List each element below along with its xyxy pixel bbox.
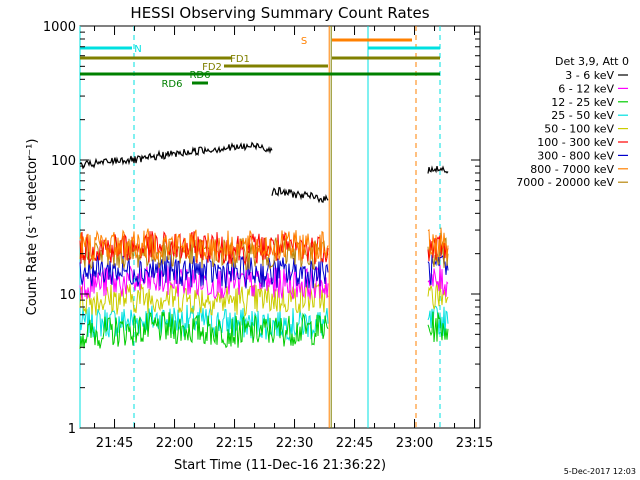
y-axis: 1 10 100 1000 bbox=[43, 20, 480, 437]
y-axis-label: Count Rate (s⁻¹ detector⁻¹) bbox=[25, 139, 40, 316]
legend-label-0: 3 - 6 keV bbox=[565, 69, 614, 82]
legend-label-8: 7000 - 20000 keV bbox=[516, 176, 614, 189]
legend-title: Det 3,9, Att 0 bbox=[555, 55, 629, 68]
series-4-trace-1 bbox=[427, 281, 449, 310]
instrument-markers bbox=[79, 26, 441, 428]
legend-label-1: 6 - 12 keV bbox=[558, 82, 614, 95]
series-7-trace-0 bbox=[79, 228, 329, 264]
x-tick-label: 22:15 bbox=[216, 436, 253, 451]
x-tick-label: 22:00 bbox=[156, 436, 193, 451]
x-tick-label: 21:45 bbox=[96, 436, 133, 451]
series-0-trace-1 bbox=[271, 187, 329, 204]
series-6-trace-1 bbox=[427, 252, 449, 286]
flag-label-3: FD1 bbox=[230, 54, 250, 65]
x-tick-label: 23:00 bbox=[396, 436, 433, 451]
legend-label-5: 100 - 300 keV bbox=[537, 136, 614, 149]
x-tick-label: 22:45 bbox=[336, 436, 373, 451]
x-axis-label: Start Time (11-Dec-16 21:36:22) bbox=[174, 458, 386, 473]
series-0-trace-0 bbox=[79, 141, 273, 170]
flag-label-5: FD2 bbox=[202, 62, 222, 73]
series-5-trace-1 bbox=[427, 235, 449, 262]
legend-label-4: 50 - 100 keV bbox=[544, 123, 614, 136]
legend-label-3: 25 - 50 keV bbox=[551, 109, 614, 122]
series-7-trace-1 bbox=[427, 227, 449, 261]
series-layer bbox=[79, 141, 449, 350]
plot-frame bbox=[79, 25, 481, 429]
x-axis: 21:45 22:00 22:15 22:30 22:45 23:00 23:15 bbox=[94, 26, 493, 451]
series-5-trace-0 bbox=[79, 231, 329, 266]
series-6-trace-0 bbox=[79, 254, 329, 289]
legend-label-6: 300 - 800 keV bbox=[537, 149, 614, 162]
flag-label-0: N bbox=[134, 44, 141, 55]
y-tick-label: 100 bbox=[51, 154, 76, 169]
x-tick-label: 22:30 bbox=[276, 436, 313, 451]
series-2-trace-0 bbox=[79, 311, 329, 350]
y-tick-label: 10 bbox=[59, 288, 76, 303]
series-0-trace-2 bbox=[427, 165, 449, 174]
series-2-trace-1 bbox=[427, 311, 449, 343]
flag-label-1: S bbox=[301, 36, 307, 47]
chart-title: HESSI Observing Summary Count Rates bbox=[130, 4, 429, 22]
generated-timestamp: 5-Dec-2017 12:03 bbox=[564, 467, 636, 476]
x-tick-label: 23:15 bbox=[456, 436, 493, 451]
y-tick-label: 1000 bbox=[43, 20, 76, 35]
flag-label-7: RD6 bbox=[161, 79, 182, 90]
y-tick-label: 1 bbox=[68, 422, 76, 437]
flag-label-6: RD6 bbox=[189, 70, 210, 81]
legend-label-7: 800 - 7000 keV bbox=[530, 163, 614, 176]
legend-label-2: 12 - 25 keV bbox=[551, 96, 614, 109]
